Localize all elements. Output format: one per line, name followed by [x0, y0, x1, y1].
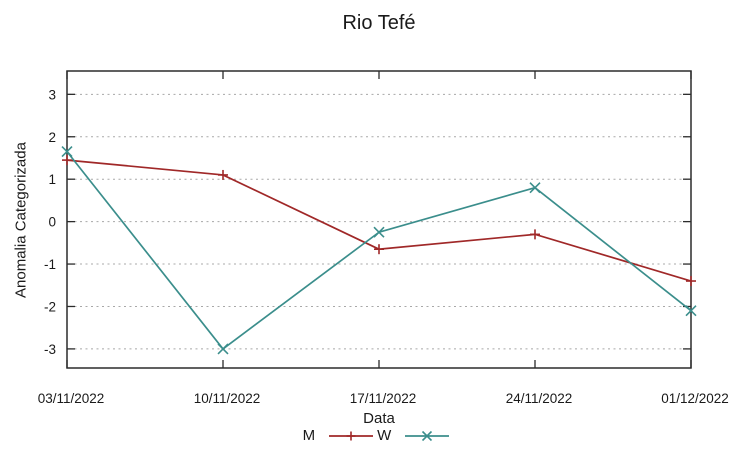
legend-sample-M: [329, 431, 374, 440]
legend-label-M: M: [302, 427, 316, 444]
series-M-line: [66, 159, 692, 282]
legend-item-W: W: [377, 427, 450, 444]
y-tick-label: 2: [48, 130, 56, 145]
y-tick-label: -1: [44, 257, 56, 272]
x-tick-label: 17/11/2022: [350, 391, 417, 406]
series-W-marker: [61, 146, 73, 158]
plot-border: [66, 70, 692, 369]
series-W-marker: [685, 305, 697, 317]
x-axis-title: Data: [363, 410, 395, 427]
y-tick-label: 1: [48, 172, 56, 187]
series-W-marker: [529, 182, 541, 194]
x-tick-label: 01/12/2022: [661, 391, 729, 406]
y-tick-label: 0: [48, 215, 56, 230]
series-W-marker: [217, 343, 229, 355]
legend-sample-W: [405, 430, 450, 441]
legend-label-W: W: [377, 427, 392, 444]
x-tick-label: 24/11/2022: [506, 391, 573, 406]
y-tick-label: -2: [44, 299, 56, 314]
y-tick-label: -3: [44, 342, 56, 357]
y-tick-label: 3: [48, 87, 56, 102]
series-W-marker: [373, 226, 385, 238]
x-tick-label: 03/11/2022: [38, 391, 105, 406]
legend-item-M: M: [303, 427, 375, 444]
chart-title: Rio Tefé: [342, 12, 416, 34]
x-tick-label: 10/11/2022: [194, 391, 261, 406]
